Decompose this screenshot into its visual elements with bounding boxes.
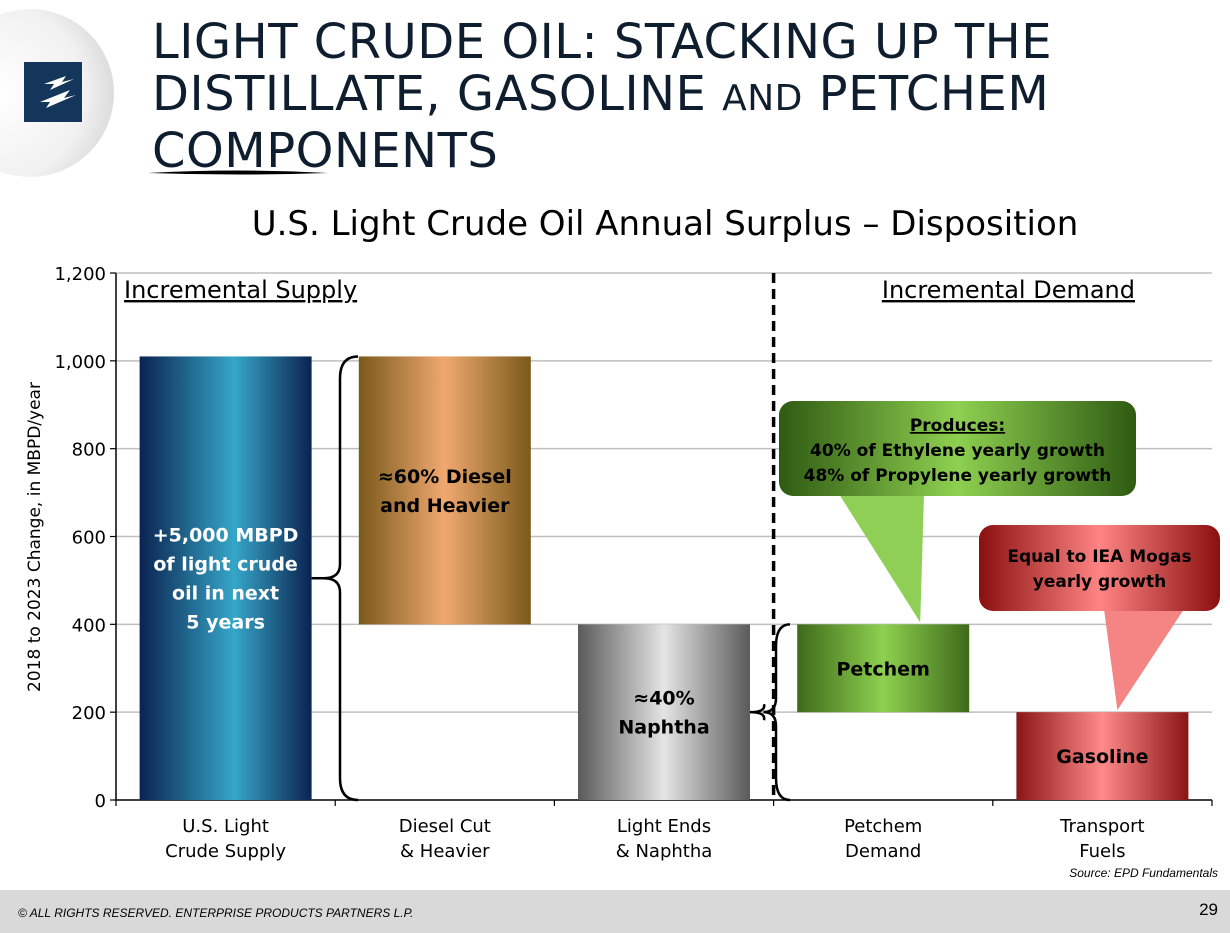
x-tick-label: Diesel Cut: [399, 816, 491, 837]
bar-label: ≈60% Diesel: [378, 466, 512, 488]
page-number: 29: [1199, 900, 1218, 919]
bar: [139, 356, 312, 800]
x-tick-label: & Heavier: [400, 841, 490, 862]
callout-pointer: [839, 494, 924, 623]
x-tick-label: & Naphtha: [616, 841, 713, 862]
logo-area: [0, 0, 120, 180]
x-tick-label: U.S. Light: [182, 816, 269, 837]
y-tick-label: 1,000: [54, 352, 106, 373]
bar-label: Gasoline: [1056, 746, 1148, 768]
copyright-text: © ALL RIGHTS RESERVED. ENTERPRISE PRODUC…: [18, 906, 414, 920]
y-tick-label: 0: [95, 791, 106, 812]
bar-label: oil in next: [172, 583, 279, 605]
x-tick-label: Petchem: [844, 816, 922, 837]
curly-brace: [763, 623, 791, 802]
source-note: Source: EPD Fundamentals: [1069, 866, 1218, 880]
title-line-2-part-b: AND: [722, 78, 803, 119]
bars: [139, 356, 1189, 800]
y-axis-title: 2018 to 2023 Change, in MBPD/year: [25, 382, 45, 692]
chart-canvas: 0 200 400 600 800 1,000 1,200 2018 to 2023 Chan…: [25, 264, 1220, 862]
callout-box-petchem: [779, 401, 1136, 496]
callout-pointer: [1104, 609, 1184, 711]
x-tick-label: Demand: [845, 841, 921, 862]
title-underline: [148, 170, 328, 175]
bar-label: +5,000 MBPD: [153, 525, 299, 547]
y-tick-label: 200: [72, 703, 106, 724]
y-tick-label: 800: [72, 440, 106, 461]
y-tick-label: 600: [72, 528, 106, 549]
bar-label: of light crude: [153, 554, 297, 576]
callout-box-gasoline: [979, 525, 1220, 611]
callout-text: yearly growth: [1033, 572, 1166, 592]
callout-heading: Produces:: [910, 416, 1005, 436]
callout-text: 48% of Propylene yearly growth: [804, 466, 1112, 486]
chart-title: U.S. Light Crude Oil Annual Surplus – Di…: [251, 204, 1079, 244]
y-tick-label: 400: [72, 615, 106, 636]
brace-connector: [749, 703, 766, 721]
bar: [797, 624, 970, 713]
bar-label: and Heavier: [380, 495, 510, 517]
bar-label: 5 years: [186, 612, 265, 634]
bar-label: Petchem: [837, 658, 930, 680]
enterprise-logo-icon: [0, 9, 114, 177]
section-label-supply: Incremental Supply: [124, 276, 357, 304]
x-tick-label: Crude Supply: [165, 841, 286, 862]
bar: [578, 624, 750, 800]
title-line-2-part-c: PETCHEM: [802, 66, 1050, 122]
x-tick-label: Transport: [1059, 816, 1144, 837]
y-tick-label: 1,200: [54, 264, 106, 285]
x-tick-label: Light Ends: [617, 816, 711, 837]
callout-text: Equal to IEA Mogas: [1007, 547, 1191, 567]
slide-title: LIGHT CRUDE OIL: STACKING UP THE DISTILL…: [152, 16, 1152, 177]
title-line-2-part-a: DISTILLATE, GASOLINE: [152, 66, 723, 122]
curly-brace: [323, 355, 359, 802]
footer-bar: © ALL RIGHTS RESERVED. ENTERPRISE PRODUC…: [0, 890, 1230, 933]
title-line-2: DISTILLATE, GASOLINE AND PETCHEM: [152, 68, 1152, 125]
bar: [358, 356, 531, 625]
callout-text: 40% of Ethylene yearly growth: [810, 441, 1105, 461]
annotations: [311, 273, 1220, 802]
axes: 0 200 400 600 800 1,000 1,200 2018 to 2023 Chan…: [25, 264, 1213, 862]
x-tick-label: Fuels: [1079, 841, 1125, 862]
bar-label: ≈40%: [633, 688, 694, 710]
title-line-3: COMPONENTS: [152, 123, 499, 179]
bar-label: Naphtha: [618, 717, 709, 739]
section-label-demand: Incremental Demand: [882, 276, 1135, 304]
bar: [1016, 712, 1189, 800]
title-line-1: LIGHT CRUDE OIL: STACKING UP THE: [152, 14, 1053, 70]
labels: +5,000 MBPD of light crude oil in next 5 ye…: [124, 276, 1192, 768]
